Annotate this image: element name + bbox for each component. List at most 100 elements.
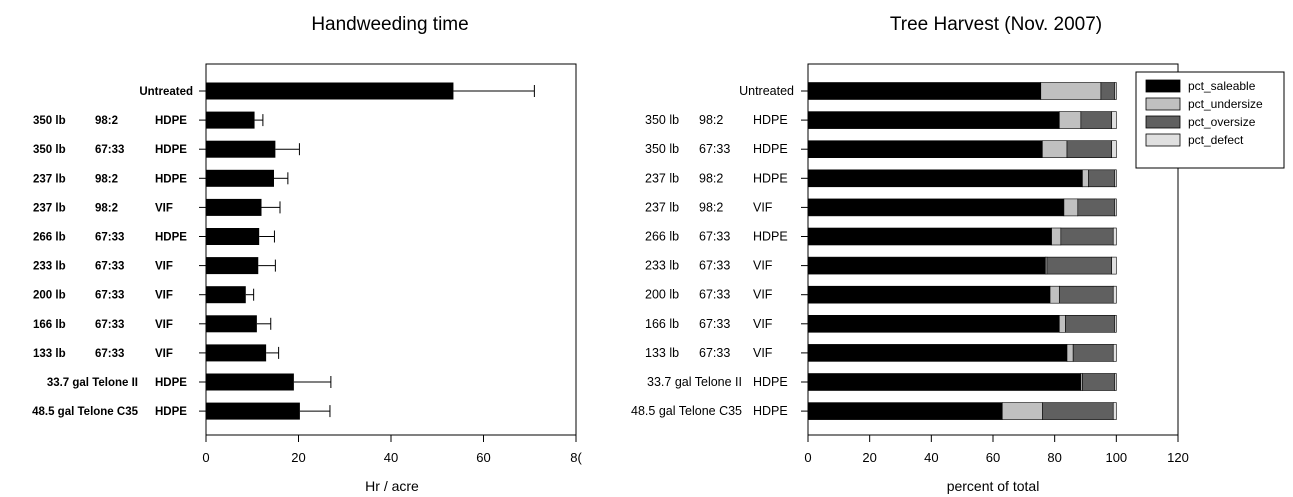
- bar-segment: [1058, 111, 1082, 129]
- bar-segment: [807, 402, 1003, 420]
- bar-segment: [1111, 111, 1117, 129]
- bar-segment: [1042, 140, 1068, 158]
- category-label: 67:33: [699, 230, 730, 244]
- category-label: HDPE: [155, 173, 187, 185]
- bar-segment: [1114, 198, 1117, 217]
- bar-segment: [1046, 256, 1113, 275]
- category-label: 67:33: [95, 144, 124, 156]
- x-tick-label: 120: [1167, 450, 1189, 465]
- category-label: 166 lb: [645, 317, 679, 331]
- x-tick-label: 80: [1047, 450, 1061, 465]
- category-label: HDPE: [753, 142, 788, 156]
- bar-segment: [1051, 227, 1062, 246]
- bar-segment: [1082, 169, 1089, 188]
- bar-segment: [1065, 314, 1116, 333]
- category-label: 67:33: [699, 317, 730, 331]
- handweeding-chart: Handweeding time 0 20 40 60 8( Untreated 350 …: [32, 14, 582, 494]
- category-label: 266 lb: [33, 232, 66, 244]
- category-label: 98:2: [699, 200, 723, 214]
- category-label: 133 lb: [645, 346, 679, 360]
- category-label: 33.7 gal Telone II: [647, 375, 742, 389]
- bar-segment: [807, 373, 1082, 391]
- bar-segment: [1112, 227, 1117, 246]
- bar-segment: [1066, 344, 1074, 362]
- category-label: 67:33: [95, 290, 124, 302]
- bar-segment: [807, 227, 1052, 246]
- category-label: HDPE: [155, 115, 187, 127]
- bar-segment: [1114, 314, 1117, 333]
- category-labels-group: Untreated 350 lb 98:2 HDPE 350 lb 67:33 HDPE 23…: [32, 86, 193, 418]
- stacked-bars-group: [807, 82, 1117, 420]
- bar: [206, 286, 246, 304]
- category-label: 98:2: [95, 202, 118, 214]
- chart-title: Tree Harvest (Nov. 2007): [890, 14, 1102, 35]
- legend-label: pct_defect: [1188, 133, 1244, 147]
- bar-segment: [1114, 169, 1117, 188]
- category-label: VIF: [155, 319, 173, 331]
- bar-segment: [1063, 198, 1079, 217]
- bar-segment: [1072, 344, 1114, 362]
- category-label: HDPE: [753, 230, 788, 244]
- tree-harvest-chart: Tree Harvest (Nov. 2007) 0 20 40 60 80 100 120…: [631, 14, 1285, 494]
- chart-title: Handweeding time: [311, 14, 468, 35]
- bar-segment: [807, 82, 1042, 100]
- category-label: 237 lb: [33, 202, 66, 214]
- bar-segment: [1066, 140, 1113, 158]
- bar-segment: [807, 285, 1051, 304]
- legend-label: pct_undersize: [1188, 97, 1263, 111]
- category-label: VIF: [155, 202, 173, 214]
- bar-segment: [1077, 198, 1116, 217]
- category-label: 67:33: [699, 288, 730, 302]
- x-tick-label: 60: [476, 450, 490, 465]
- x-tick-label: 60: [986, 450, 1000, 465]
- bar-segment: [807, 140, 1043, 158]
- legend-swatch: [1145, 97, 1181, 111]
- bar-segment: [1080, 111, 1113, 129]
- category-label: 67:33: [699, 259, 730, 273]
- category-label: 133 lb: [33, 348, 66, 360]
- bar: [206, 198, 262, 216]
- bar-segment: [807, 314, 1060, 333]
- category-label: HDPE: [155, 406, 187, 418]
- bar-segment: [1049, 285, 1060, 304]
- category-label: 237 lb: [645, 200, 679, 214]
- bar-segment: [1112, 285, 1117, 304]
- category-label: VIF: [753, 259, 773, 273]
- bar: [206, 344, 267, 362]
- bars-group: [206, 82, 535, 420]
- category-label: 98:2: [95, 173, 118, 185]
- category-label: VIF: [155, 290, 173, 302]
- legend-swatch: [1145, 79, 1181, 93]
- x-tick-label: 100: [1105, 450, 1127, 465]
- category-label: 48.5 gal Telone C35: [631, 404, 742, 418]
- bar: [206, 228, 260, 245]
- legend-label: pct_saleable: [1188, 79, 1256, 93]
- category-label: HDPE: [753, 171, 788, 185]
- bar-segment: [807, 169, 1083, 188]
- category-label: 237 lb: [645, 171, 679, 185]
- bar-segment: [1060, 227, 1114, 246]
- bar: [206, 82, 454, 100]
- legend: pct_saleable pct_undersize pct_oversizepct…: [1135, 71, 1285, 169]
- category-label: VIF: [753, 346, 773, 360]
- category-label: 350 lb: [33, 144, 66, 156]
- category-label: 98:2: [699, 113, 723, 127]
- bar: [206, 402, 300, 420]
- category-label: 67:33: [95, 232, 124, 244]
- category-label: 233 lb: [645, 259, 679, 273]
- x-axis-label: Hr / acre: [365, 478, 419, 494]
- bar-segment: [1040, 82, 1102, 100]
- bar-segment: [807, 111, 1060, 129]
- category-label: VIF: [155, 261, 173, 273]
- x-tick-label: 40: [384, 450, 398, 465]
- category-label: 266 lb: [645, 230, 679, 244]
- category-label: 98:2: [95, 115, 118, 127]
- category-label: VIF: [753, 288, 773, 302]
- bar-segment: [807, 344, 1068, 362]
- category-label: 166 lb: [33, 319, 66, 331]
- bar-segment: [1042, 402, 1114, 420]
- bar-segment: [1114, 82, 1117, 100]
- category-label: 67:33: [95, 319, 124, 331]
